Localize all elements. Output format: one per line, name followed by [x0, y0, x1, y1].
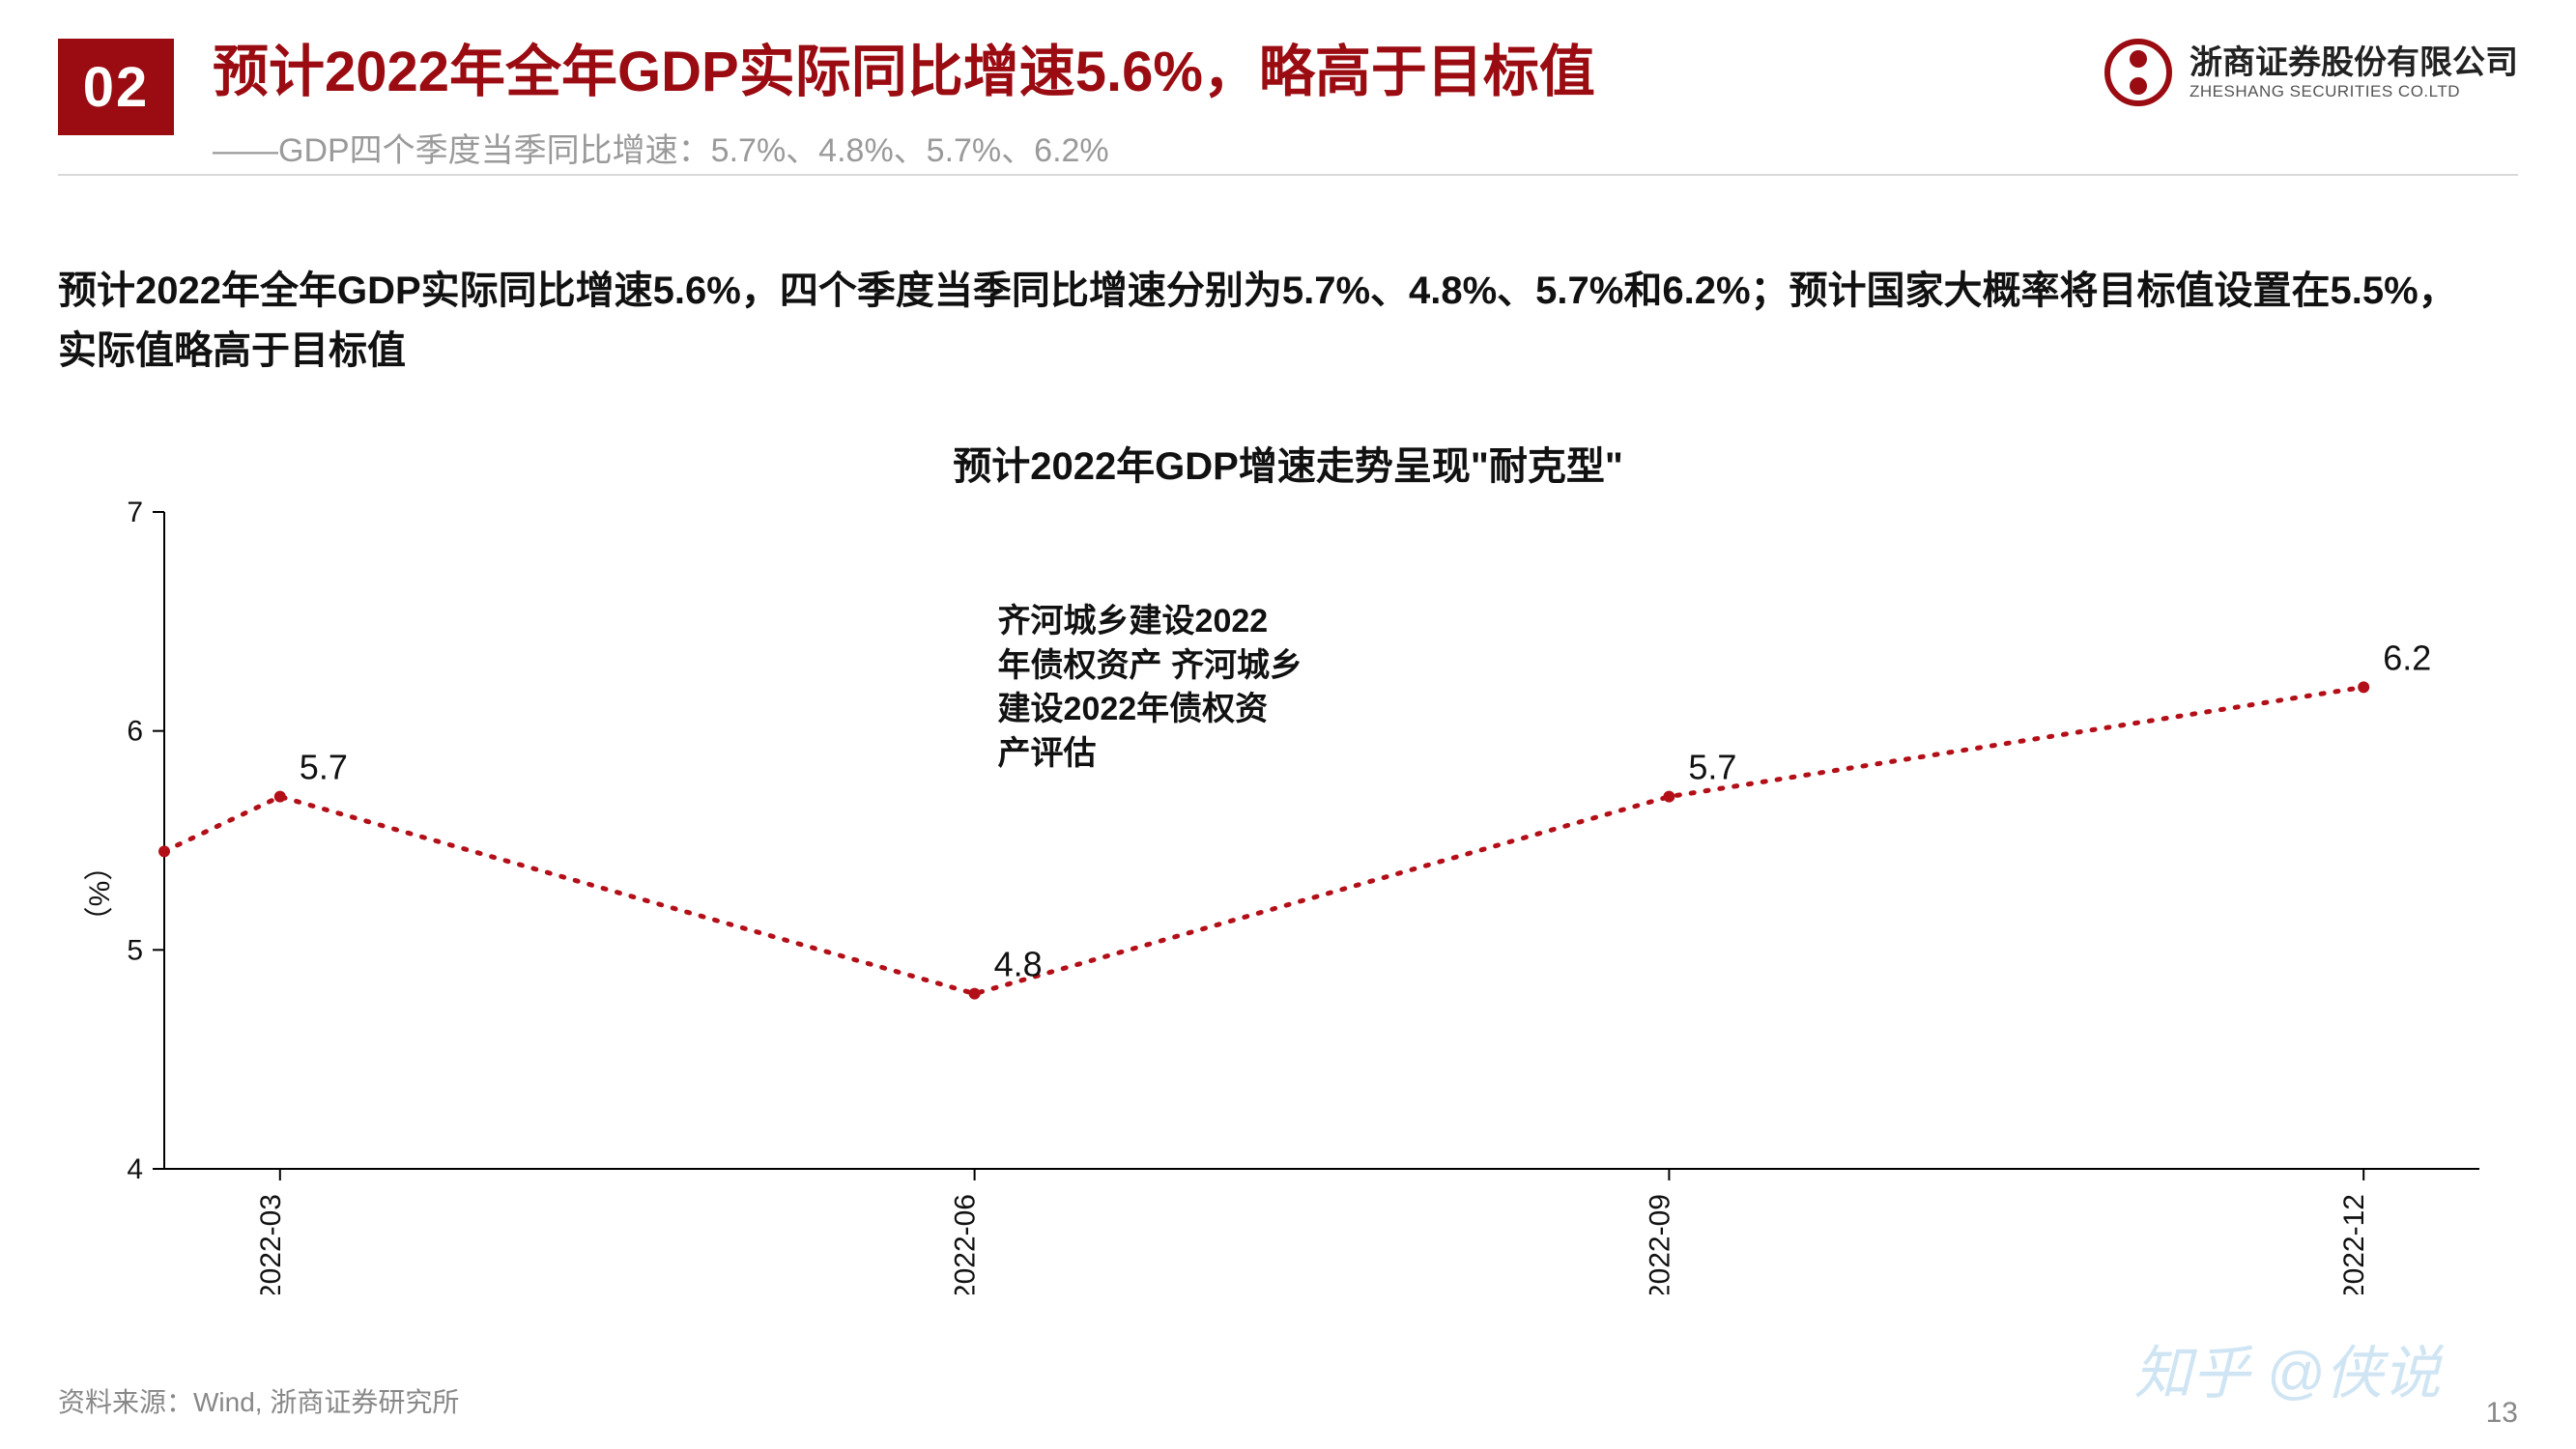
company-logo: 浙商证券股份有限公司 ZHESHANG SECURITIES CO.LTD: [2104, 39, 2518, 106]
page-number: 13: [2486, 1397, 2518, 1430]
logo-text: 浙商证券股份有限公司 ZHESHANG SECURITIES CO.LTD: [2190, 44, 2518, 101]
svg-text:6: 6: [127, 716, 143, 748]
svg-text:4.8: 4.8: [994, 945, 1043, 984]
svg-text:4: 4: [127, 1153, 143, 1185]
slide-subtitle: ——GDP四个季度当季同比增速：5.7%、4.8%、5.7%、6.2%: [213, 124, 2104, 171]
svg-text:5: 5: [127, 934, 143, 966]
chart-title: 预计2022年GDP增速走势呈现"耐克型": [0, 435, 2576, 491]
svg-text:5.7: 5.7: [1688, 748, 1736, 787]
header-divider: [58, 174, 2518, 176]
watermark: 知乎 @侠说: [2133, 1326, 2441, 1410]
logo-chinese: 浙商证券股份有限公司: [2190, 44, 2518, 82]
gdp-line-chart: （%） 4 5 6 7 2022-03 2022-06 2022-09 2022-12 5.7 4…: [58, 493, 2518, 1294]
svg-text:6.2: 6.2: [2383, 638, 2431, 677]
title-block: 预计2022年全年GDP实际同比增速5.6%，略高于目标值 ——GDP四个季度当…: [213, 39, 2104, 171]
slide-title: 预计2022年全年GDP实际同比增速5.6%，略高于目标值: [213, 39, 2104, 106]
section-number-badge: 02: [58, 39, 174, 135]
y-axis-label: （%）: [75, 852, 118, 936]
svg-text:2022-03: 2022-03: [255, 1194, 287, 1294]
slide-header: 02 预计2022年全年GDP实际同比增速5.6%，略高于目标值 ——GDP四个…: [58, 39, 2518, 171]
body-paragraph: 预计2022年全年GDP实际同比增速5.6%，四个季度当季同比增速分别为5.7%…: [58, 261, 2460, 381]
svg-text:2022-06: 2022-06: [950, 1194, 982, 1294]
svg-text:2022-09: 2022-09: [1644, 1194, 1675, 1294]
svg-text:7: 7: [127, 497, 143, 528]
chart-annotation: 齐河城乡建设2022年债权资产 齐河城乡建设2022年债权资产评估: [998, 600, 1404, 778]
logo-icon: [2104, 39, 2172, 106]
data-source: 资料来源：Wind, 浙商证券研究所: [58, 1381, 459, 1420]
svg-text:5.7: 5.7: [300, 748, 348, 787]
svg-text:2022-12: 2022-12: [2338, 1194, 2370, 1294]
logo-english: ZHESHANG SECURITIES CO.LTD: [2190, 82, 2518, 101]
